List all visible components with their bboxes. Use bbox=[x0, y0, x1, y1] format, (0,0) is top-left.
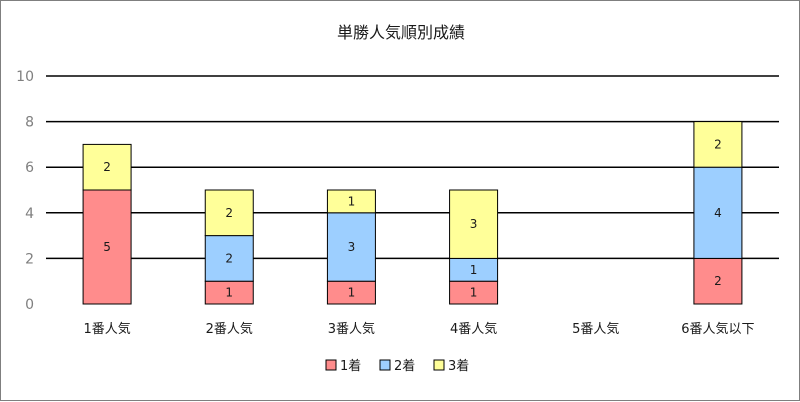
legend-swatch bbox=[433, 359, 445, 371]
data-label: 1 bbox=[348, 286, 356, 300]
data-label: 2 bbox=[714, 137, 722, 151]
bar-segment bbox=[326, 212, 376, 282]
legend-swatch bbox=[325, 359, 337, 371]
x-tick-label: 3番人気 bbox=[328, 321, 375, 337]
data-label: 2 bbox=[103, 160, 111, 174]
y-tick-label: 4 bbox=[25, 206, 34, 222]
bars bbox=[82, 121, 743, 305]
data-labels: 5 2 1 2 2 1 3 1 1 1 3 2 4 2 bbox=[103, 137, 721, 299]
y-tick-label: 2 bbox=[25, 251, 34, 267]
bar-segment bbox=[204, 235, 254, 282]
legend-label: 2着 bbox=[394, 358, 415, 374]
data-label: 1 bbox=[470, 286, 478, 300]
chart-title: 単勝人気順別成績 bbox=[337, 23, 465, 42]
y-tick-label: 6 bbox=[25, 160, 34, 176]
bar-segment bbox=[82, 143, 132, 191]
data-label: 2 bbox=[714, 274, 722, 288]
bar-segment bbox=[204, 189, 254, 237]
x-tick-label: 2番人気 bbox=[206, 321, 253, 337]
gridlines bbox=[46, 75, 779, 260]
data-label: 2 bbox=[225, 251, 233, 265]
x-tick-label: 4番人気 bbox=[450, 321, 497, 337]
legend-label: 3着 bbox=[448, 358, 469, 374]
x-tick-label: 5番人気 bbox=[572, 321, 619, 337]
y-tick-label: 8 bbox=[25, 115, 34, 131]
data-label: 3 bbox=[470, 217, 478, 231]
data-label: 3 bbox=[348, 240, 356, 254]
y-axis-ticks: 0 2 4 6 8 10 bbox=[16, 69, 34, 313]
data-label: 1 bbox=[470, 263, 478, 277]
y-tick-label: 0 bbox=[25, 297, 34, 313]
y-tick-label: 10 bbox=[16, 69, 34, 85]
legend-label: 1着 bbox=[340, 358, 361, 374]
bar-segment bbox=[693, 121, 743, 168]
bar-segment bbox=[693, 166, 743, 259]
legend-swatch bbox=[379, 359, 391, 371]
x-tick-label: 1番人気 bbox=[83, 321, 130, 337]
bar-segment bbox=[449, 189, 499, 259]
bar-segment bbox=[326, 189, 376, 214]
data-label: 2 bbox=[225, 206, 233, 220]
data-label: 4 bbox=[714, 206, 722, 220]
bar-segment bbox=[693, 257, 743, 305]
data-label: 1 bbox=[348, 194, 356, 208]
data-label: 5 bbox=[103, 240, 111, 254]
x-tick-label: 6番人気以下 bbox=[681, 321, 754, 337]
data-label: 1 bbox=[225, 286, 233, 300]
x-axis-ticks: 1番人気 2番人気 3番人気 4番人気 5番人気 6番人気以下 bbox=[83, 321, 754, 337]
legend: 1着 2着 3着 bbox=[325, 358, 469, 374]
bar-segment bbox=[82, 189, 132, 305]
